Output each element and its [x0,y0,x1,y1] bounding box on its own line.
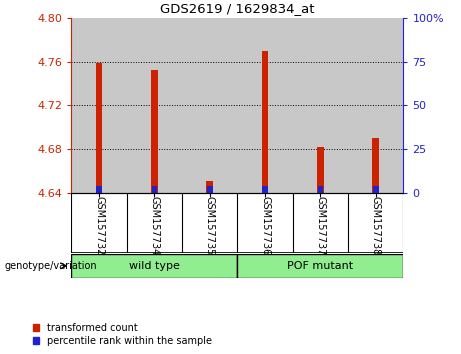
Text: GSM157734: GSM157734 [149,196,160,255]
Bar [207,181,213,193]
Bar [96,63,102,193]
Bar [373,186,378,193]
Bar [262,186,268,193]
Bar [237,254,403,278]
Bar [182,18,237,193]
Bar [237,18,293,193]
Bar [71,254,237,278]
Legend: transformed count, percentile rank within the sample: transformed count, percentile rank withi… [33,323,212,346]
Text: GSM157732: GSM157732 [94,196,104,255]
Bar [348,18,403,193]
Text: GSM157736: GSM157736 [260,196,270,255]
Bar [293,18,348,193]
Bar [207,186,213,193]
Text: GSM157737: GSM157737 [315,196,325,255]
Bar [372,138,379,193]
Bar [317,147,324,193]
Text: GSM157735: GSM157735 [205,196,215,255]
Text: genotype/variation: genotype/variation [5,261,97,271]
Text: GSM157738: GSM157738 [371,196,381,255]
Bar [96,186,102,193]
Bar [151,70,158,193]
Text: wild type: wild type [129,261,180,271]
Bar [127,18,182,193]
Bar [318,186,323,193]
Text: POF mutant: POF mutant [287,261,354,271]
Bar [71,18,127,193]
Bar [152,186,157,193]
Title: GDS2619 / 1629834_at: GDS2619 / 1629834_at [160,2,315,15]
Bar [262,51,268,193]
